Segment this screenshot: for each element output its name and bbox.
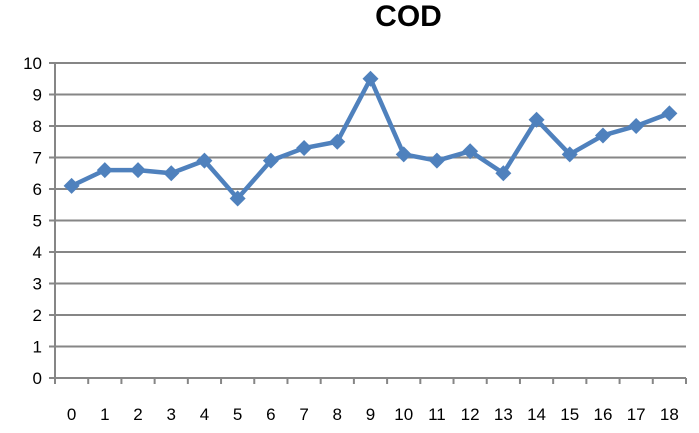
data-point: [528, 111, 545, 128]
y-tick-label: 2: [33, 306, 42, 325]
y-tick-label: 10: [23, 54, 42, 73]
y-tick-label: 1: [33, 338, 42, 357]
x-tick-label: 16: [594, 405, 613, 424]
y-tick-label: 4: [33, 243, 42, 262]
chart-title: COD: [375, 0, 442, 33]
data-point: [428, 152, 445, 169]
x-tick-label: 4: [200, 405, 209, 424]
data-point: [661, 105, 678, 122]
data-point: [594, 127, 611, 144]
x-tick-label: 18: [660, 405, 679, 424]
data-point: [196, 152, 213, 169]
data-point: [96, 162, 113, 179]
x-tick-label: 7: [299, 405, 308, 424]
x-tick-label: 0: [67, 405, 76, 424]
x-tick-label: 2: [133, 405, 142, 424]
y-tick-label: 9: [33, 86, 42, 105]
y-tick-labels: 0 1 2 3 4 5 6 7 8 9 10: [23, 54, 42, 388]
y-tick-label: 5: [33, 212, 42, 231]
data-point: [262, 152, 279, 169]
gridlines: [55, 62, 686, 348]
data-point: [561, 146, 578, 163]
x-tick-label: 3: [167, 405, 176, 424]
x-tick-label: 11: [428, 405, 446, 424]
y-tick-label: 8: [33, 117, 42, 136]
data-point: [163, 165, 180, 182]
x-tick-label: 9: [366, 405, 375, 424]
y-tick-label: 0: [33, 369, 42, 388]
data-point: [628, 118, 645, 134]
x-tick-label: 12: [461, 405, 480, 424]
y-tick-label: 3: [33, 275, 42, 294]
x-tick-label: 17: [627, 405, 646, 424]
data-point: [296, 140, 313, 157]
data-point: [395, 146, 412, 163]
x-tick-label: 10: [394, 405, 413, 424]
data-point: [229, 190, 246, 207]
x-tick-labels: 0 1 2 3 4 5 6 7 8 9 10 11 12 13 14 15 16 17 18: [67, 405, 679, 424]
x-tick-label: 6: [266, 405, 275, 424]
x-tick-label: 13: [494, 405, 513, 424]
data-point: [63, 177, 80, 194]
data-point: [130, 162, 147, 179]
x-tick-label: 1: [100, 405, 109, 424]
data-point: [362, 70, 379, 87]
data-point: [462, 143, 479, 160]
x-tick-label: 15: [560, 405, 579, 424]
series-line: [69, 76, 672, 201]
x-tick-label: 5: [233, 405, 242, 424]
y-tick-label: 6: [33, 180, 42, 199]
series-1: [63, 70, 678, 207]
data-point: [495, 165, 512, 182]
x-tick-label: 14: [527, 405, 546, 424]
y-tick-label: 7: [33, 149, 42, 168]
data-point: [329, 133, 346, 150]
x-tick-label: 8: [333, 405, 342, 424]
axes: [49, 62, 687, 384]
